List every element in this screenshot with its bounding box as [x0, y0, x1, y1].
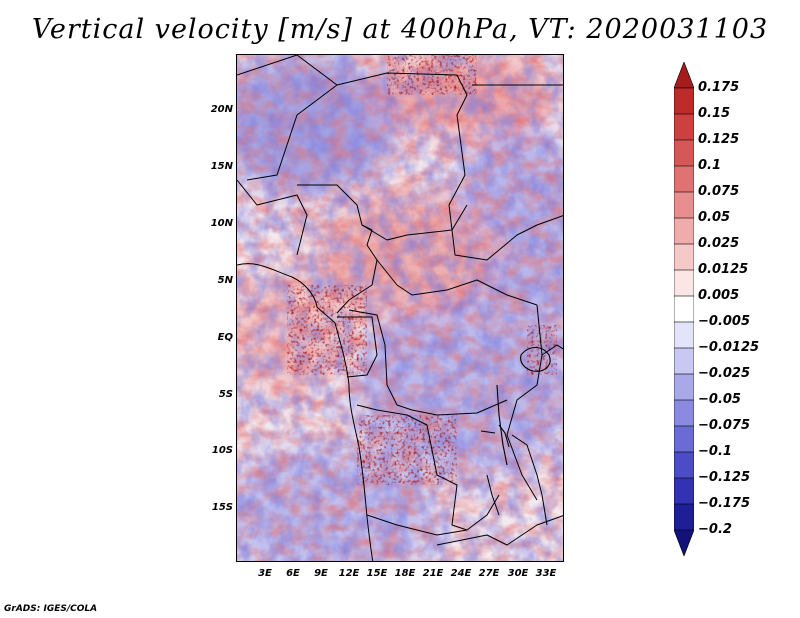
lon-label-24e: 24E — [450, 568, 472, 579]
colorbar-swatch — [674, 451, 694, 479]
lon-label-12e: 12E — [338, 568, 360, 579]
lon-label-30e: 30E — [507, 568, 529, 579]
colorbar-tick-label: −0.0125 — [698, 340, 760, 355]
map-panel — [236, 54, 564, 562]
colorbar-tick-label: 0.15 — [698, 106, 731, 121]
colorbar-swatch — [674, 139, 694, 167]
lat-label-20n: 20N — [210, 104, 233, 115]
credit-text: GrADS: IGES/COLA — [4, 604, 98, 614]
lat-label-eq: EQ — [217, 332, 233, 343]
colorbar-swatch — [674, 503, 694, 531]
colorbar-tick-label: 0.025 — [698, 236, 740, 251]
colorbar-tick-label: 0.05 — [698, 210, 731, 225]
colorbar-swatch — [674, 243, 694, 271]
lat-label-5n: 5N — [217, 275, 233, 286]
colorbar-tick-label: −0.1 — [698, 444, 732, 459]
lon-label-9e: 9E — [314, 568, 328, 579]
colorbar-swatch — [674, 113, 694, 141]
colorbar-tick-label: −0.2 — [698, 522, 732, 537]
colorbar-tick-label: 0.125 — [698, 132, 740, 147]
colorbar-swatch — [674, 87, 694, 115]
colorbar-tick-label: −0.125 — [698, 470, 751, 485]
lon-label-6e: 6E — [286, 568, 300, 579]
lon-label-18e: 18E — [394, 568, 416, 579]
lat-label-5s: 5S — [218, 389, 233, 400]
colorbar-tick-label: −0.025 — [698, 366, 751, 381]
lon-label-27e: 27E — [478, 568, 500, 579]
colorbar-swatch — [674, 269, 694, 297]
colorbar-tick-label: −0.005 — [698, 314, 751, 329]
lon-label-21e: 21E — [422, 568, 444, 579]
lon-label-15e: 15E — [366, 568, 388, 579]
lat-label-15s: 15S — [211, 502, 233, 513]
colorbar-tick-label: −0.05 — [698, 392, 741, 407]
lon-label-33e: 33E — [535, 568, 557, 579]
colorbar-swatch — [674, 347, 694, 375]
lat-label-10n: 10N — [210, 218, 233, 229]
page-title: Vertical velocity [m/s] at 400hPa, VT: 2… — [31, 14, 769, 45]
colorbar-tick-label: −0.175 — [698, 496, 751, 511]
colorbar-swatch — [674, 529, 694, 556]
colorbar-tick-label: −0.075 — [698, 418, 751, 433]
lat-label-15n: 15N — [210, 161, 233, 172]
colorbar-swatch — [674, 191, 694, 219]
colorbar-swatch — [674, 399, 694, 427]
colorbar-tick-label: 0.075 — [698, 184, 740, 199]
colorbar-swatch — [674, 295, 694, 323]
colorbar — [674, 62, 694, 556]
colorbar-swatch — [674, 425, 694, 453]
velocity-field-map — [237, 55, 563, 561]
colorbar-swatch — [674, 373, 694, 401]
colorbar-tick-label: 0.005 — [698, 288, 740, 303]
lon-label-3e: 3E — [258, 568, 272, 579]
colorbar-swatch — [674, 165, 694, 193]
colorbar-swatch — [674, 217, 694, 245]
colorbar-swatch — [674, 477, 694, 505]
colorbar-tick-label: 0.1 — [698, 158, 722, 173]
lat-label-10s: 10S — [211, 445, 233, 456]
colorbar-tick-label: 0.175 — [698, 80, 740, 95]
colorbar-swatch — [674, 321, 694, 349]
colorbar-swatch — [674, 62, 694, 89]
colorbar-tick-label: 0.0125 — [698, 262, 749, 277]
